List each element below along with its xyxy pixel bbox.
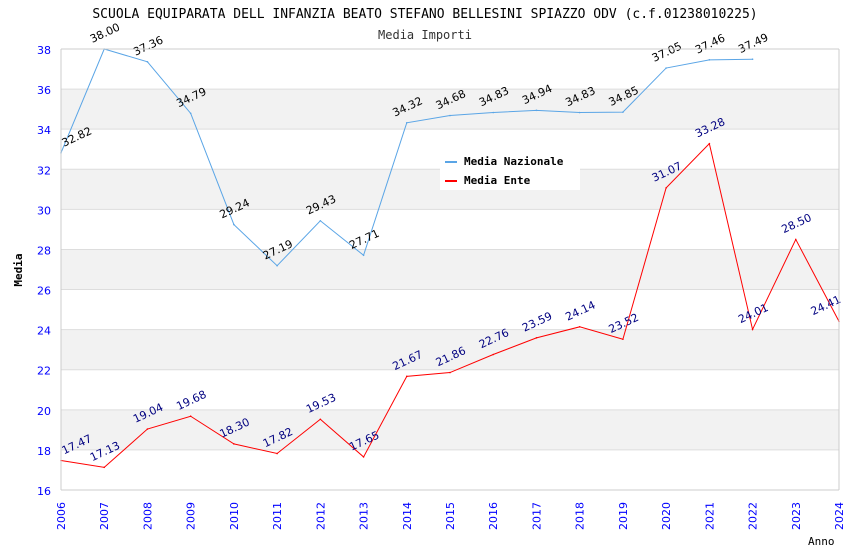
- y-tick-label: 26: [37, 285, 51, 298]
- data-point: [794, 238, 797, 241]
- data-point: [622, 338, 624, 341]
- data-point: [751, 58, 754, 61]
- y-tick-label: 18: [37, 445, 51, 458]
- y-tick-label: 20: [37, 405, 51, 418]
- data-point: [708, 59, 711, 61]
- data-label: 37.05: [650, 40, 684, 65]
- legend-label-nazionale: Media Nazionale: [464, 155, 564, 168]
- y-tick-label: 30: [37, 204, 51, 217]
- data-label: 37.36: [131, 33, 165, 58]
- x-tick-label: 2013: [358, 502, 371, 530]
- data-point: [189, 112, 192, 115]
- data-point: [492, 111, 495, 114]
- x-tick-label: 2016: [487, 502, 500, 530]
- x-tick-label: 2008: [141, 502, 154, 530]
- grid-band: [61, 249, 839, 290]
- x-tick-label: 2006: [55, 502, 68, 530]
- data-label: 24.01: [736, 301, 770, 326]
- series-line-nazionale: [60, 48, 753, 267]
- data-point: [449, 371, 451, 374]
- x-tick-label: 2022: [747, 502, 760, 530]
- data-point: [578, 111, 581, 114]
- x-tick-label: 2017: [530, 502, 543, 530]
- data-label: 19.68: [174, 388, 208, 413]
- x-tick-label: 2007: [98, 502, 111, 530]
- chart-subtitle: Media Importi: [378, 28, 472, 42]
- data-point: [449, 114, 451, 117]
- x-tick-label: 2014: [401, 502, 414, 530]
- data-point: [319, 418, 322, 421]
- chart-title: SCUOLA EQUIPARATA DELL INFANZIA BEATO ST…: [92, 7, 757, 22]
- data-point: [535, 109, 538, 112]
- y-tick-label: 36: [37, 84, 51, 97]
- data-point: [622, 111, 624, 113]
- x-tick-label: 2010: [228, 502, 241, 530]
- y-tick-label: 32: [37, 164, 51, 177]
- y-tick-label: 34: [37, 124, 51, 137]
- data-point: [146, 61, 149, 63]
- x-tick-label: 2021: [703, 502, 716, 530]
- data-point: [276, 452, 278, 455]
- y-tick-label: 22: [37, 365, 51, 378]
- data-point: [535, 337, 538, 339]
- x-axis-label: Anno: [808, 535, 835, 548]
- x-tick-label: 2020: [660, 502, 673, 530]
- data-label: 37.46: [693, 31, 727, 56]
- data-label: 38.00: [88, 21, 122, 46]
- grid-band: [61, 329, 839, 370]
- y-tick-label: 38: [37, 44, 51, 57]
- data-point: [103, 466, 106, 469]
- data-point: [492, 353, 495, 356]
- y-axis-label: Media: [12, 253, 25, 286]
- legend: Media Nazionale Media Ente: [440, 150, 580, 190]
- x-tick-label: 2019: [617, 502, 630, 530]
- data-point: [405, 121, 408, 124]
- x-tick-label: 2011: [271, 502, 284, 530]
- data-label: 37.49: [736, 31, 770, 56]
- data-point: [276, 264, 278, 267]
- grid-band: [61, 409, 839, 450]
- data-point: [189, 415, 192, 418]
- y-tick-label: 28: [37, 244, 51, 257]
- data-point: [362, 456, 365, 458]
- grid-band: [61, 89, 839, 130]
- x-tick-label: 2015: [444, 502, 457, 530]
- x-tick-label: 2018: [574, 502, 587, 530]
- data-point: [708, 142, 711, 145]
- legend-label-ente: Media Ente: [464, 174, 531, 187]
- data-point: [233, 443, 235, 445]
- data-label: 28.50: [780, 211, 814, 236]
- data-point: [362, 254, 365, 257]
- data-point: [405, 375, 408, 378]
- data-label: 27.71: [347, 227, 381, 252]
- x-tick-label: 2012: [314, 502, 327, 530]
- data-point: [665, 67, 667, 69]
- data-point: [665, 187, 667, 189]
- data-point: [578, 326, 581, 328]
- data-point: [146, 428, 149, 430]
- x-tick-label: 2024: [833, 502, 846, 530]
- x-tick-label: 2009: [185, 502, 198, 530]
- data-point: [319, 219, 322, 222]
- x-tick-label: 2023: [790, 502, 803, 530]
- data-point: [233, 223, 235, 226]
- data-point: [751, 328, 754, 331]
- y-tick-label: 24: [37, 325, 51, 338]
- data-label: 24.14: [563, 298, 597, 323]
- y-tick-label: 16: [37, 485, 51, 498]
